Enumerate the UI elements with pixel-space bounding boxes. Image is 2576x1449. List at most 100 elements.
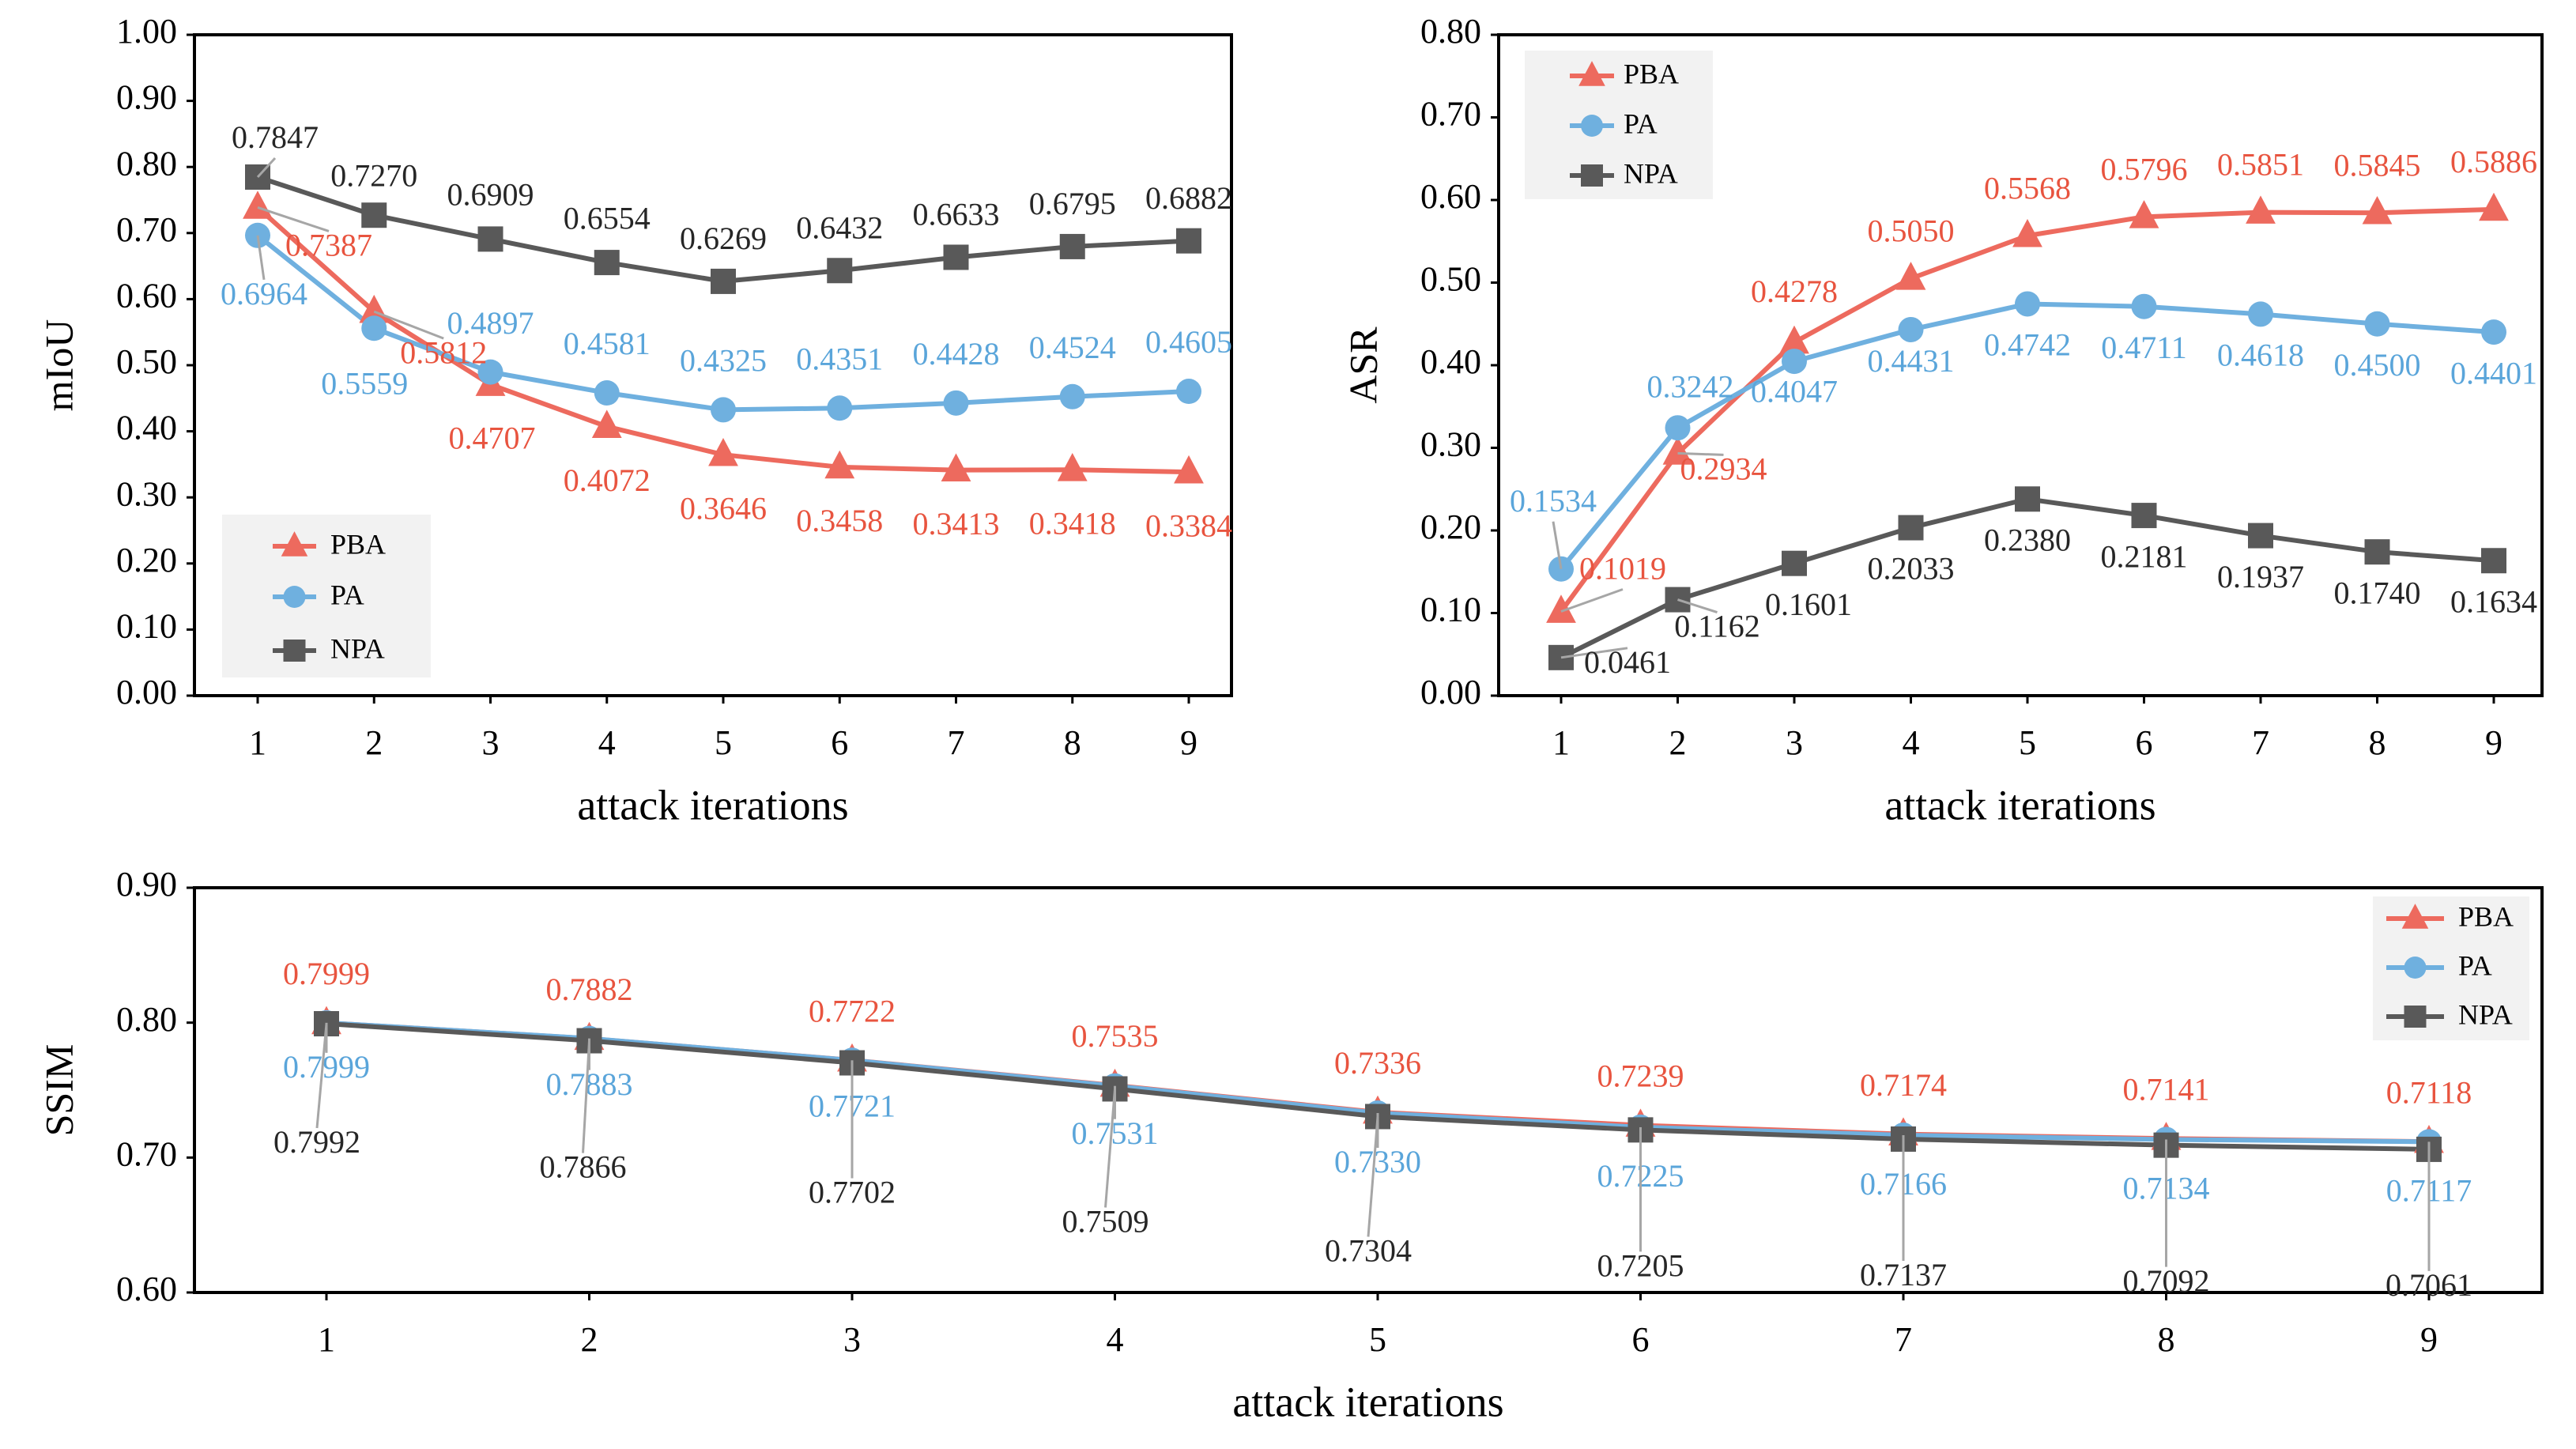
data-label-PA: 0.7330 (1334, 1144, 1421, 1179)
data-label-PBA: 0.3384 (1145, 508, 1232, 543)
data-label-PA: 0.4742 (1984, 327, 2071, 363)
data-point-PA (2015, 291, 2040, 317)
legend-label-PA: PA (1624, 108, 1658, 139)
data-label-NPA: 0.1740 (2334, 575, 2421, 610)
y-tick-label: 0.90 (116, 865, 177, 904)
data-point-NPA (1059, 233, 1085, 259)
data-point-PA (477, 359, 504, 385)
data-label-PA: 0.7883 (546, 1066, 633, 1102)
data-point-PA (2481, 319, 2506, 345)
y-tick-label: 0.80 (116, 144, 177, 183)
data-label-NPA: 0.7847 (232, 119, 319, 155)
leader-line (1367, 1116, 1379, 1237)
y-tick-label: 0.50 (116, 342, 177, 381)
data-point-PA (1898, 316, 1924, 342)
data-point-PA (1059, 383, 1085, 409)
data-label-NPA: 0.7702 (809, 1175, 896, 1210)
x-tick-label: 6 (831, 723, 848, 762)
y-tick-label: 0.60 (1420, 177, 1481, 216)
y-tick-label: 0.30 (116, 474, 177, 513)
y-axis-title: ASR (1341, 326, 1385, 404)
data-label-PBA: 0.5568 (1984, 170, 2071, 206)
data-point-PBA (243, 191, 273, 219)
data-point-PA (2364, 311, 2390, 337)
data-point-NPA (1898, 515, 1924, 541)
x-tick-label: 4 (1107, 1320, 1124, 1359)
data-label-PA: 0.3242 (1647, 368, 1734, 404)
x-tick-label: 6 (1632, 1320, 1650, 1359)
data-label-PA: 0.4618 (2217, 338, 2304, 373)
legend-marker-PBA (2401, 904, 2429, 929)
data-label-NPA: 0.7205 (1597, 1248, 1684, 1284)
data-point-NPA (2248, 523, 2273, 549)
y-tick-label: 0.30 (1420, 425, 1481, 464)
legend-box (222, 515, 431, 677)
y-axis-title: mIoU (36, 319, 81, 412)
y-tick-label: 0.40 (116, 409, 177, 447)
x-axis-title: attack iterations (1232, 1378, 1503, 1425)
x-tick-label: 7 (2252, 723, 2269, 762)
data-point-NPA (2015, 486, 2040, 512)
data-point-NPA (594, 250, 620, 276)
y-tick-label: 0.10 (116, 606, 177, 645)
data-label-NPA: 0.7270 (330, 157, 417, 193)
data-label-PBA: 0.4707 (449, 421, 536, 456)
data-point-PBA (2246, 195, 2276, 224)
data-point-PA (1782, 349, 1807, 375)
y-tick-label: 0.50 (1420, 260, 1481, 299)
data-point-PBA (1895, 262, 1926, 290)
leader-line (1677, 451, 1724, 456)
x-tick-label: 7 (1895, 1320, 1912, 1359)
legend-marker-PA (283, 586, 306, 608)
legend-box (1525, 51, 1713, 199)
data-label-PBA: 0.7174 (1860, 1067, 1947, 1103)
leader-line (1677, 598, 1718, 613)
data-point-PBA (941, 453, 971, 482)
legend-label-NPA: NPA (1624, 157, 1678, 189)
data-label-PA: 0.4711 (2101, 330, 2187, 365)
data-point-PBA (1662, 436, 1693, 465)
x-tick-label: 1 (1552, 723, 1570, 762)
data-label-NPA: 0.2181 (2101, 538, 2188, 574)
plot-frame (193, 886, 2544, 1294)
data-label-PA: 0.6964 (221, 276, 307, 311)
data-label-PA: 0.4581 (564, 326, 651, 361)
y-tick-label: 0.40 (1420, 342, 1481, 381)
chart-asr: 0.00 0.10 0.20 0.30 0.40 0.50 0.60 0.70 0.80 1 2 3 4… (1341, 12, 2544, 828)
leader-line (256, 157, 277, 179)
data-label-PA: 0.1534 (1510, 483, 1597, 519)
x-tick-label: 4 (1903, 723, 1920, 762)
y-tick-label: 0.00 (116, 673, 177, 711)
x-tick-label: 9 (2485, 723, 2502, 762)
data-label-PBA: 0.5812 (400, 334, 487, 370)
data-label-PA: 0.7999 (283, 1049, 370, 1085)
data-label-PBA: 0.5050 (1868, 213, 1955, 248)
data-point-PA (827, 395, 853, 421)
x-axis-title: attack iterations (577, 781, 848, 828)
data-label-NPA: 0.1601 (1765, 587, 1852, 622)
data-label-PBA: 0.3646 (680, 490, 767, 526)
leader-line (582, 1040, 590, 1153)
data-label-PBA: 0.5851 (2217, 147, 2304, 183)
data-label-PA: 0.4897 (447, 305, 534, 341)
data-point-PA (711, 397, 736, 423)
x-tick-label: 1 (318, 1320, 335, 1359)
data-label-NPA: 0.7304 (1325, 1233, 1412, 1269)
data-point-PBA (2362, 195, 2393, 225)
y-tick-label: 0.70 (116, 1134, 177, 1173)
x-tick-label: 5 (2019, 723, 2036, 762)
data-label-PBA: 0.5845 (2334, 147, 2421, 183)
data-label-NPA: 0.7992 (273, 1124, 360, 1160)
leader-line (1560, 647, 1628, 659)
data-point-PBA (2129, 200, 2159, 228)
data-point-NPA (1176, 228, 1201, 254)
legend-label-PBA: PBA (330, 528, 386, 560)
data-point-PBA (359, 294, 390, 323)
legend-marker-PBA (281, 531, 308, 557)
legend-marker-PA (1581, 115, 1603, 137)
data-label-NPA: 0.1634 (2450, 583, 2537, 619)
data-label-NPA: 0.0461 (1584, 644, 1671, 680)
data-point-NPA (943, 244, 969, 270)
y-tick-label: 0.80 (1420, 12, 1481, 51)
data-label-NPA: 0.7061 (2386, 1267, 2472, 1303)
